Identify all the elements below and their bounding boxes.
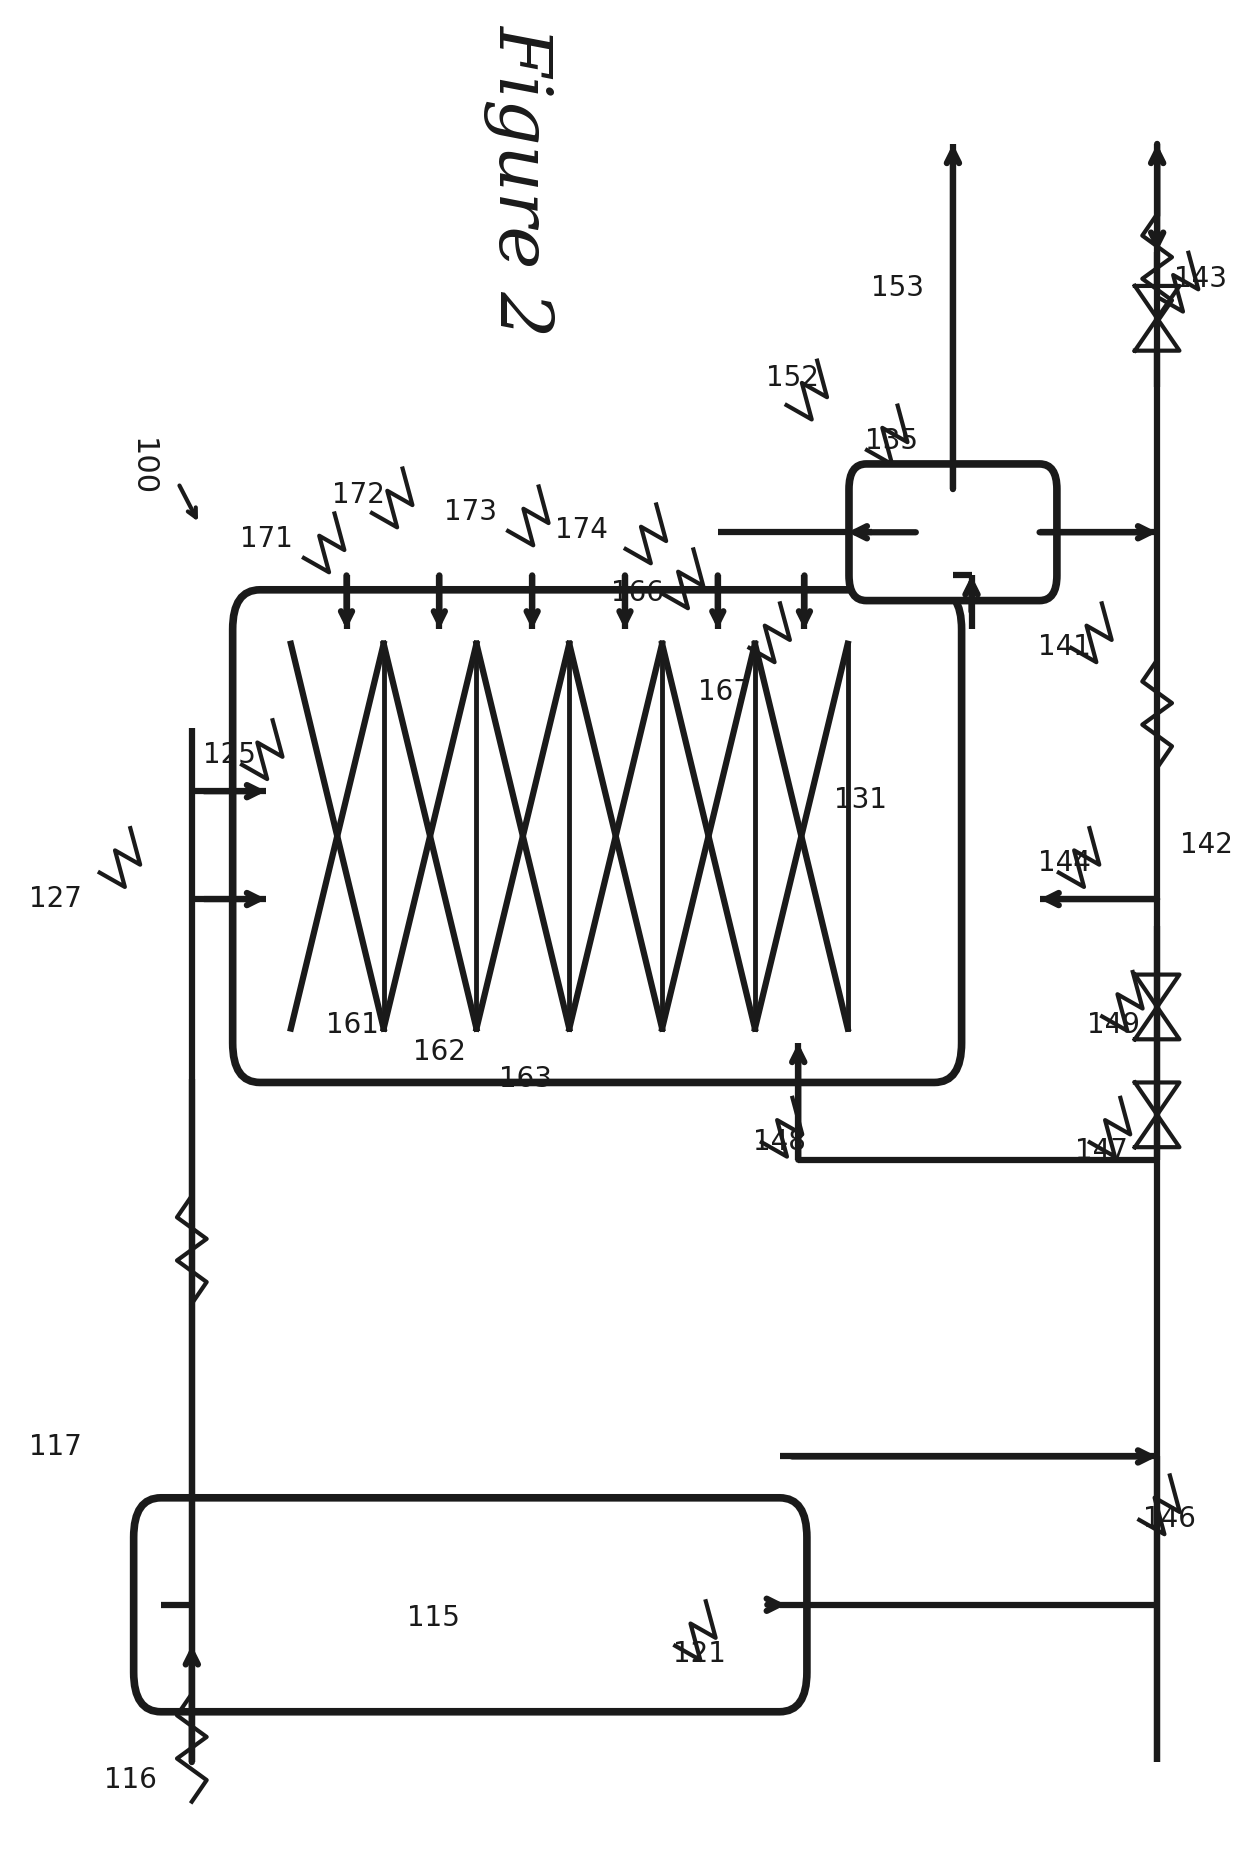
Text: 143: 143 <box>1174 264 1226 292</box>
Text: 100: 100 <box>128 439 156 497</box>
Text: 131: 131 <box>833 785 887 813</box>
Text: 153: 153 <box>870 274 924 301</box>
FancyBboxPatch shape <box>849 463 1056 601</box>
Text: 135: 135 <box>864 426 918 454</box>
Text: 163: 163 <box>500 1064 553 1092</box>
Text: 171: 171 <box>239 525 293 553</box>
Text: 116: 116 <box>103 1766 156 1794</box>
Text: 161: 161 <box>326 1011 379 1038</box>
Text: 144: 144 <box>1038 849 1091 877</box>
Text: 174: 174 <box>556 517 608 545</box>
FancyBboxPatch shape <box>233 590 961 1083</box>
Text: 121: 121 <box>673 1640 725 1667</box>
Text: 167: 167 <box>698 677 750 707</box>
Text: 125: 125 <box>202 741 255 769</box>
FancyBboxPatch shape <box>134 1498 807 1712</box>
Text: Figure 2: Figure 2 <box>485 24 556 337</box>
Text: 115: 115 <box>407 1604 460 1632</box>
Text: 162: 162 <box>413 1038 466 1066</box>
Text: 148: 148 <box>753 1128 806 1156</box>
Text: 142: 142 <box>1180 832 1233 860</box>
Text: 127: 127 <box>30 886 82 914</box>
Text: 141: 141 <box>1038 633 1091 661</box>
Text: 152: 152 <box>765 363 818 391</box>
Text: 149: 149 <box>1087 1011 1141 1038</box>
Text: 173: 173 <box>444 499 497 527</box>
Text: 172: 172 <box>332 480 386 508</box>
Text: 147: 147 <box>1075 1137 1128 1165</box>
Text: 166: 166 <box>611 579 663 607</box>
Text: 146: 146 <box>1143 1506 1195 1533</box>
Text: 117: 117 <box>30 1433 82 1461</box>
